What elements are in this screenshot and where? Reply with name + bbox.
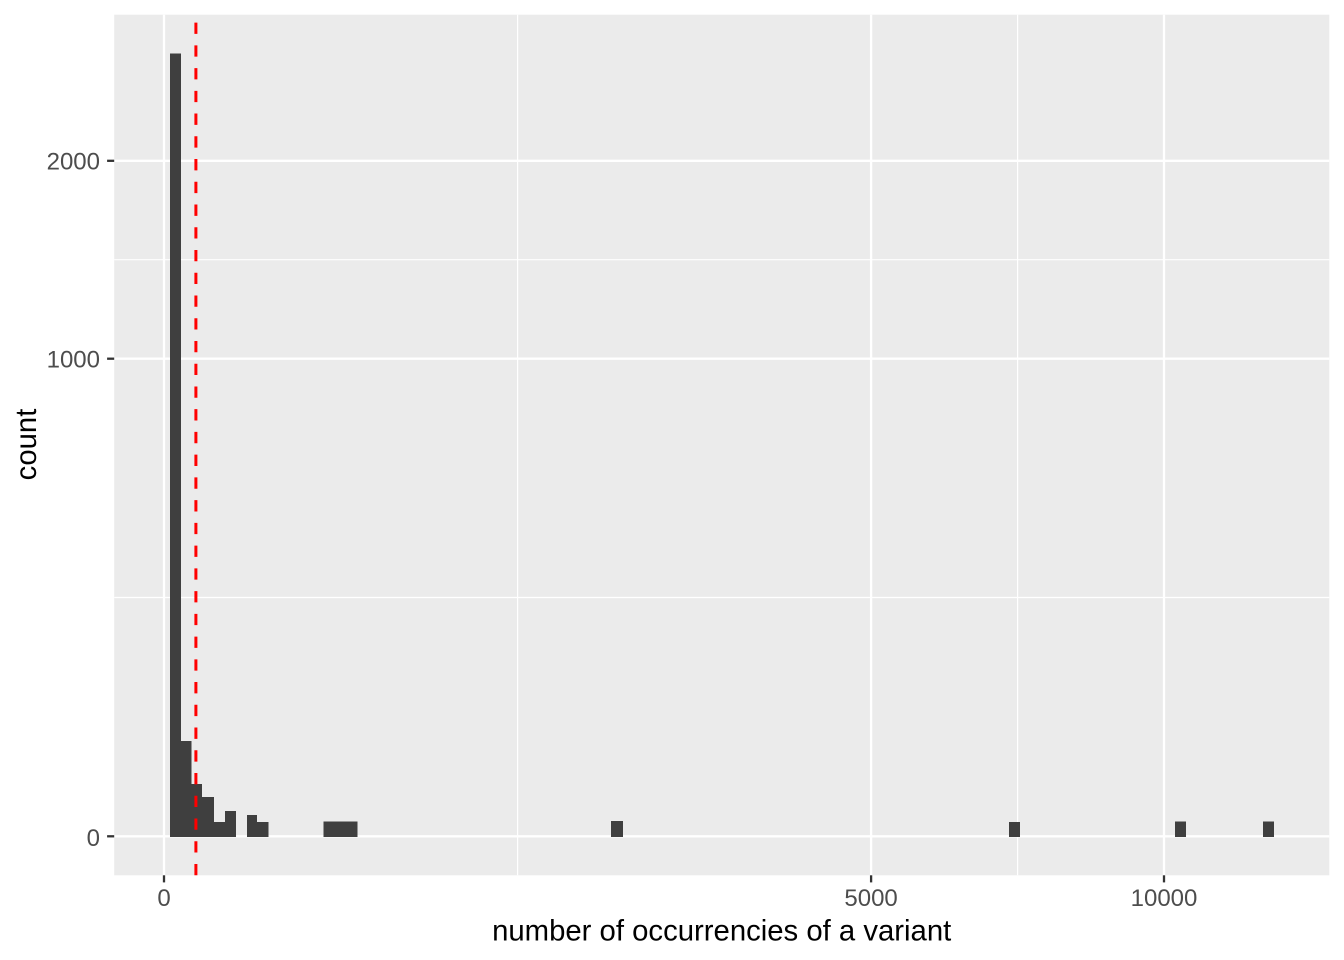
svg-text:0: 0 <box>157 885 170 912</box>
svg-text:10000: 10000 <box>1131 885 1198 912</box>
svg-text:1000: 1000 <box>47 347 100 374</box>
svg-text:number of occurrencies of a va: number of occurrencies of a variant <box>492 914 951 947</box>
svg-text:2000: 2000 <box>47 149 100 176</box>
svg-text:5000: 5000 <box>844 885 897 912</box>
svg-text:count: count <box>10 409 43 481</box>
svg-text:0: 0 <box>87 825 100 852</box>
